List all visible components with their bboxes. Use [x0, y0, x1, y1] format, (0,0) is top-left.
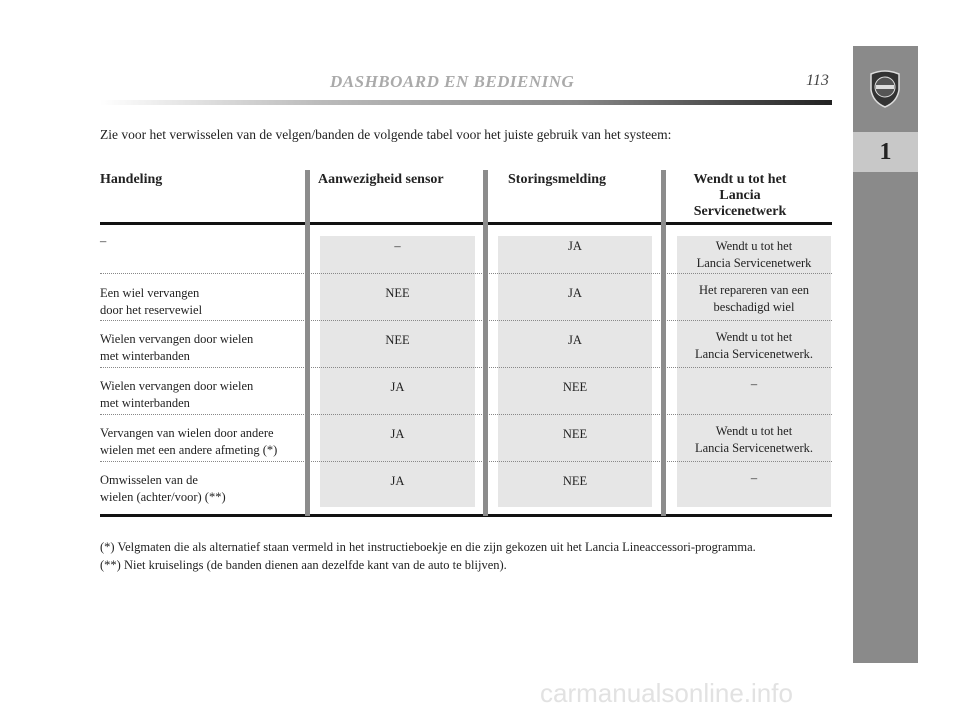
fault-column-shade: [498, 236, 652, 507]
action-cell: Omwisselen van de wielen (achter/voor) (*…: [100, 473, 226, 504]
header-gradient-rule: [100, 100, 832, 105]
footnote-2: (**) Niet kruiselings (de banden dienen …: [100, 558, 507, 572]
fault-cell: NEE: [562, 380, 588, 394]
row-divider: [100, 414, 832, 415]
action-cell: –: [100, 234, 107, 248]
service-cell: Wendt u tot het Lancia Servicenetwerk: [696, 239, 812, 270]
row-divider: [100, 273, 832, 274]
fault-cell: NEE: [562, 474, 588, 488]
sensor-cell: NEE: [385, 286, 410, 300]
action-cell: Wielen vervangen door wielen met winterba…: [100, 379, 254, 410]
service-cell: Het repareren van een beschadigd wiel: [699, 283, 809, 314]
watermark: carmanualsonline.info: [540, 678, 793, 708]
row-divider: [100, 461, 832, 462]
column-divider: [305, 170, 310, 516]
service-column-shade: [677, 236, 831, 507]
table-bottom-rule: [100, 514, 832, 517]
sensor-cell: JA: [390, 427, 405, 441]
intro-text: Zie voor het verwisselen van de velgen/b…: [100, 127, 672, 142]
service-cell: –: [750, 471, 758, 485]
sensor-cell: NEE: [385, 333, 410, 347]
header-service: Wendt u tot het Lancia Servicenetwerk: [693, 172, 787, 219]
fault-cell: JA: [568, 286, 582, 300]
fault-cell: NEE: [562, 427, 588, 441]
sensor-cell: –: [394, 239, 401, 253]
lancia-logo-icon: [870, 70, 900, 108]
action-cell: Een wiel vervangen door het reservewiel: [100, 286, 203, 317]
action-cell: Wielen vervangen door wielen met winterba…: [100, 332, 254, 363]
service-cell: –: [750, 377, 758, 391]
chapter-number: 1: [853, 132, 918, 172]
service-cell: Wendt u tot het Lancia Servicenetwerk.: [695, 330, 813, 361]
page-number: 113: [806, 72, 829, 89]
column-divider: [661, 170, 666, 516]
fault-cell: JA: [568, 239, 582, 253]
section-title: DASHBOARD EN BEDIENING: [330, 72, 575, 91]
header-rule: [100, 222, 832, 225]
sensor-cell: JA: [390, 474, 405, 488]
sensor-cell: JA: [390, 380, 405, 394]
fault-cell: JA: [568, 333, 582, 347]
header-fault: Storingsmelding: [508, 172, 607, 187]
column-divider: [483, 170, 488, 516]
service-cell: Wendt u tot het Lancia Servicenetwerk.: [695, 424, 813, 455]
action-cell: Vervangen van wielen door andere wielen m…: [100, 426, 278, 457]
header-sensor: Aanwezigheid sensor: [318, 172, 444, 187]
row-divider: [100, 367, 832, 368]
header-action: Handeling: [100, 172, 163, 187]
footnote-1: (*) Velgmaten die als alternatief staan …: [100, 540, 756, 554]
sensor-column-shade: [320, 236, 475, 507]
row-divider: [100, 320, 832, 321]
